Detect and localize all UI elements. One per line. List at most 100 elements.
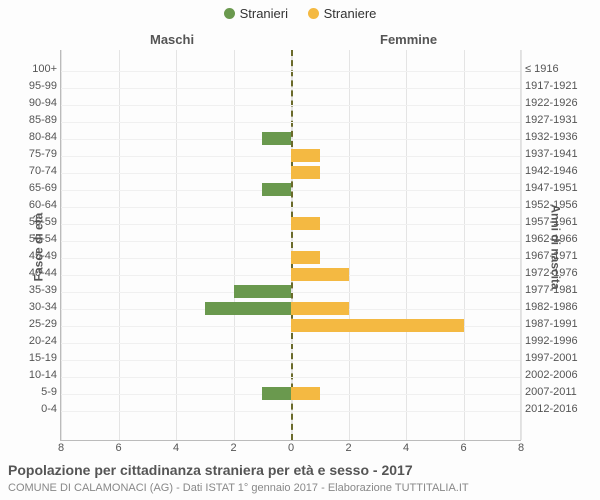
plot-area: 864202468100+≤ 191695-991917-192190-9419…	[60, 50, 521, 441]
hgrid-line	[61, 377, 521, 378]
birth-years-label: 1962-1966	[525, 233, 591, 245]
age-label: 60-64	[11, 199, 57, 211]
age-label: 50-54	[11, 233, 57, 245]
bar-male	[262, 132, 291, 145]
birth-years-label: ≤ 1916	[525, 63, 591, 75]
birth-years-label: 1917-1921	[525, 80, 591, 92]
hgrid-line	[61, 292, 521, 293]
birth-years-label: 1992-1996	[525, 335, 591, 347]
x-tick-label: 4	[173, 442, 179, 454]
age-row: 60-641952-1956	[61, 198, 521, 215]
birth-years-label: 1952-1956	[525, 199, 591, 211]
x-tick-label: 6	[460, 442, 466, 454]
hgrid-line	[61, 71, 521, 72]
hgrid-line	[61, 241, 521, 242]
age-label: 45-49	[11, 250, 57, 262]
birth-years-label: 1932-1936	[525, 131, 591, 143]
age-row: 85-891927-1931	[61, 113, 521, 130]
birth-years-label: 1927-1931	[525, 114, 591, 126]
age-label: 40-44	[11, 267, 57, 279]
birth-years-label: 2007-2011	[525, 386, 591, 398]
legend-item-female: Straniere	[308, 6, 377, 21]
bar-male	[262, 387, 291, 400]
half-title-male: Maschi	[150, 32, 194, 47]
age-row: 0-42012-2016	[61, 402, 521, 419]
age-label: 100+	[11, 63, 57, 75]
bar-female	[291, 268, 349, 281]
age-label: 0-4	[11, 403, 57, 415]
age-row: 5-92007-2011	[61, 385, 521, 402]
birth-years-label: 1987-1991	[525, 318, 591, 330]
birth-years-label: 2012-2016	[525, 403, 591, 415]
x-tick-label: 6	[115, 442, 121, 454]
age-label: 70-74	[11, 165, 57, 177]
bar-female	[291, 302, 349, 315]
age-row: 20-241992-1996	[61, 334, 521, 351]
birth-years-label: 1937-1941	[525, 148, 591, 160]
age-row: 40-441972-1976	[61, 266, 521, 283]
bar-female	[291, 319, 464, 332]
age-row: 55-591957-1961	[61, 215, 521, 232]
age-row: 15-191997-2001	[61, 351, 521, 368]
age-row: 35-391977-1981	[61, 283, 521, 300]
hgrid-line	[61, 88, 521, 89]
age-row: 95-991917-1921	[61, 79, 521, 96]
bar-male	[262, 183, 291, 196]
age-row: 10-142002-2006	[61, 368, 521, 385]
age-row: 75-791937-1941	[61, 147, 521, 164]
x-tick-label: 8	[518, 442, 524, 454]
age-label: 80-84	[11, 131, 57, 143]
birth-years-label: 1922-1926	[525, 97, 591, 109]
bar-female	[291, 387, 320, 400]
hgrid-line	[61, 122, 521, 123]
birth-years-label: 1982-1986	[525, 301, 591, 313]
hgrid-line	[61, 360, 521, 361]
hgrid-line	[61, 343, 521, 344]
age-row: 70-741942-1946	[61, 164, 521, 181]
birth-years-label: 1947-1951	[525, 182, 591, 194]
x-tick-label: 8	[58, 442, 64, 454]
bar-female	[291, 149, 320, 162]
half-title-female: Femmine	[380, 32, 437, 47]
legend-item-male: Stranieri	[224, 6, 288, 21]
age-label: 55-59	[11, 216, 57, 228]
bar-male	[234, 285, 292, 298]
birth-years-label: 1977-1981	[525, 284, 591, 296]
legend-swatch-female	[308, 8, 319, 19]
x-tick-label: 2	[230, 442, 236, 454]
age-label: 95-99	[11, 80, 57, 92]
age-label: 10-14	[11, 369, 57, 381]
age-row: 50-541962-1966	[61, 232, 521, 249]
age-row: 25-291987-1991	[61, 317, 521, 334]
age-label: 5-9	[11, 386, 57, 398]
bar-female	[291, 217, 320, 230]
birth-years-label: 1942-1946	[525, 165, 591, 177]
age-label: 30-34	[11, 301, 57, 313]
birth-years-label: 1997-2001	[525, 352, 591, 364]
age-label: 65-69	[11, 182, 57, 194]
age-row: 80-841932-1936	[61, 130, 521, 147]
chart-title: Popolazione per cittadinanza straniera p…	[8, 462, 413, 478]
birth-years-label: 1967-1971	[525, 250, 591, 262]
x-tick-label: 2	[345, 442, 351, 454]
age-row: 90-941922-1926	[61, 96, 521, 113]
x-tick-label: 0	[288, 442, 294, 454]
hgrid-line	[61, 190, 521, 191]
age-label: 35-39	[11, 284, 57, 296]
legend-swatch-male	[224, 8, 235, 19]
bar-female	[291, 251, 320, 264]
age-label: 20-24	[11, 335, 57, 347]
age-label: 85-89	[11, 114, 57, 126]
birth-years-label: 1957-1961	[525, 216, 591, 228]
age-row: 45-491967-1971	[61, 249, 521, 266]
age-row: 30-341982-1986	[61, 300, 521, 317]
chart-subtitle: COMUNE DI CALAMONACI (AG) - Dati ISTAT 1…	[8, 482, 469, 494]
birth-years-label: 2002-2006	[525, 369, 591, 381]
age-row: 65-691947-1951	[61, 181, 521, 198]
hgrid-line	[61, 207, 521, 208]
legend: Stranieri Straniere	[0, 6, 600, 22]
birth-years-label: 1972-1976	[525, 267, 591, 279]
age-label: 75-79	[11, 148, 57, 160]
vgrid-line	[521, 50, 522, 440]
legend-label-female: Straniere	[324, 6, 377, 21]
